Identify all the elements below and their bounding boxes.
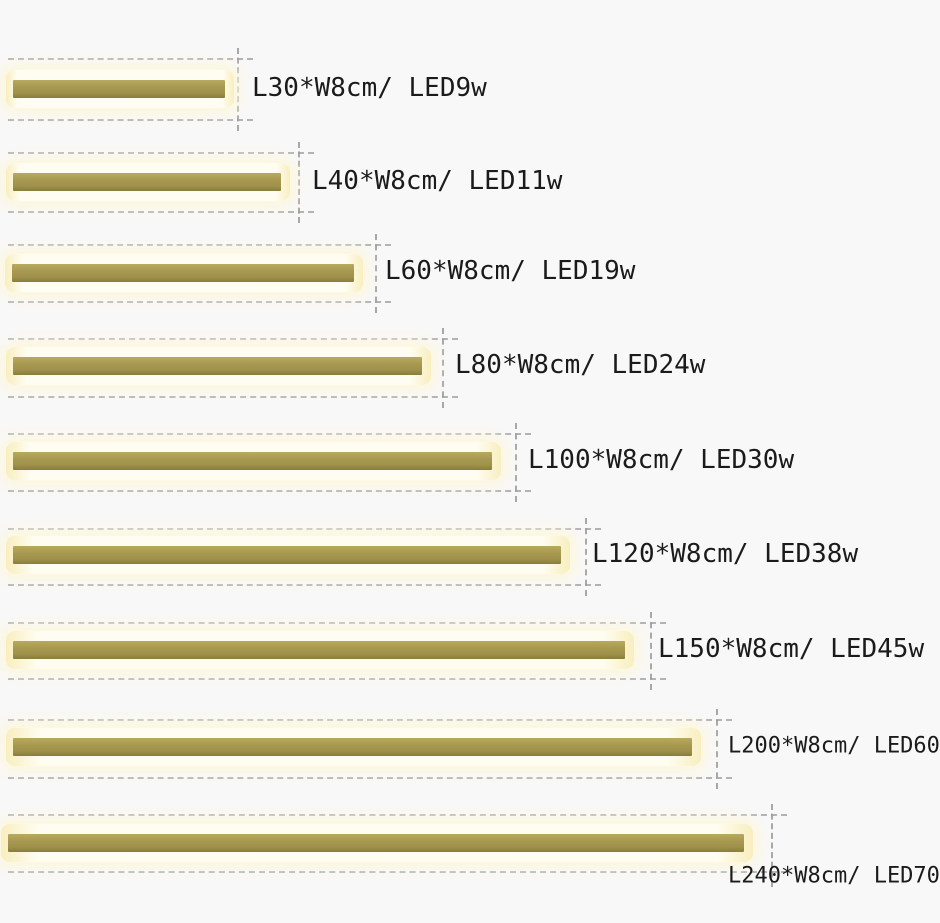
top-measure-line — [8, 244, 391, 246]
length-tick-line — [298, 142, 300, 223]
bottom-measure-line — [8, 490, 531, 492]
lamp-glow — [6, 163, 290, 201]
top-measure-line — [8, 814, 787, 816]
lamp-bar — [13, 546, 561, 564]
top-measure-line — [8, 622, 666, 624]
size-label: L100*W8cm/ LED30w — [528, 444, 795, 475]
length-tick-line — [237, 48, 239, 131]
length-tick-line — [442, 328, 444, 408]
length-tick-line — [585, 518, 587, 596]
bottom-measure-line — [8, 119, 253, 121]
lamp-glow — [6, 728, 701, 766]
lamp-glow — [6, 631, 634, 669]
lamp-bar — [13, 357, 422, 375]
size-label: L40*W8cm/ LED11w — [312, 165, 563, 196]
length-tick-line — [716, 709, 718, 789]
lamp-bar — [13, 738, 692, 756]
lamp-bar — [13, 80, 225, 98]
bottom-measure-line — [8, 678, 666, 680]
lamp-bar — [12, 264, 354, 282]
length-tick-line — [515, 423, 517, 502]
bottom-measure-line — [8, 211, 314, 213]
bottom-measure-line — [8, 777, 732, 779]
lamp-glow — [1, 824, 753, 862]
top-measure-line — [8, 528, 601, 530]
lamp-glow — [6, 70, 234, 108]
length-tick-line — [650, 612, 652, 690]
lamp-bar — [13, 173, 281, 191]
size-label: L80*W8cm/ LED24w — [455, 349, 706, 380]
bottom-measure-line — [8, 396, 458, 398]
length-tick-line — [375, 234, 377, 313]
lamp-glow — [6, 536, 570, 574]
top-measure-line — [8, 58, 253, 60]
size-label: L120*W8cm/ LED38w — [592, 538, 859, 569]
lamp-glow — [6, 347, 431, 385]
lamp-glow — [6, 442, 501, 480]
bottom-measure-line — [8, 871, 787, 873]
length-tick-line — [771, 804, 773, 887]
bottom-measure-line — [8, 301, 391, 303]
size-label: L150*W8cm/ LED45w — [658, 633, 925, 664]
bottom-measure-line — [8, 584, 601, 586]
size-label: L240*W8cm/ LED70w — [728, 863, 940, 889]
lamp-bar — [8, 834, 744, 852]
lamp-bar — [13, 641, 625, 659]
top-measure-line — [8, 433, 531, 435]
size-label: L30*W8cm/ LED9w — [252, 72, 487, 103]
size-label: L60*W8cm/ LED19w — [385, 255, 636, 286]
size-label: L200*W8cm/ LED60w — [728, 733, 940, 759]
top-measure-line — [8, 152, 314, 154]
top-measure-line — [8, 338, 458, 340]
top-measure-line — [8, 719, 732, 721]
lamp-glow — [5, 254, 363, 292]
lamp-bar — [13, 452, 492, 470]
